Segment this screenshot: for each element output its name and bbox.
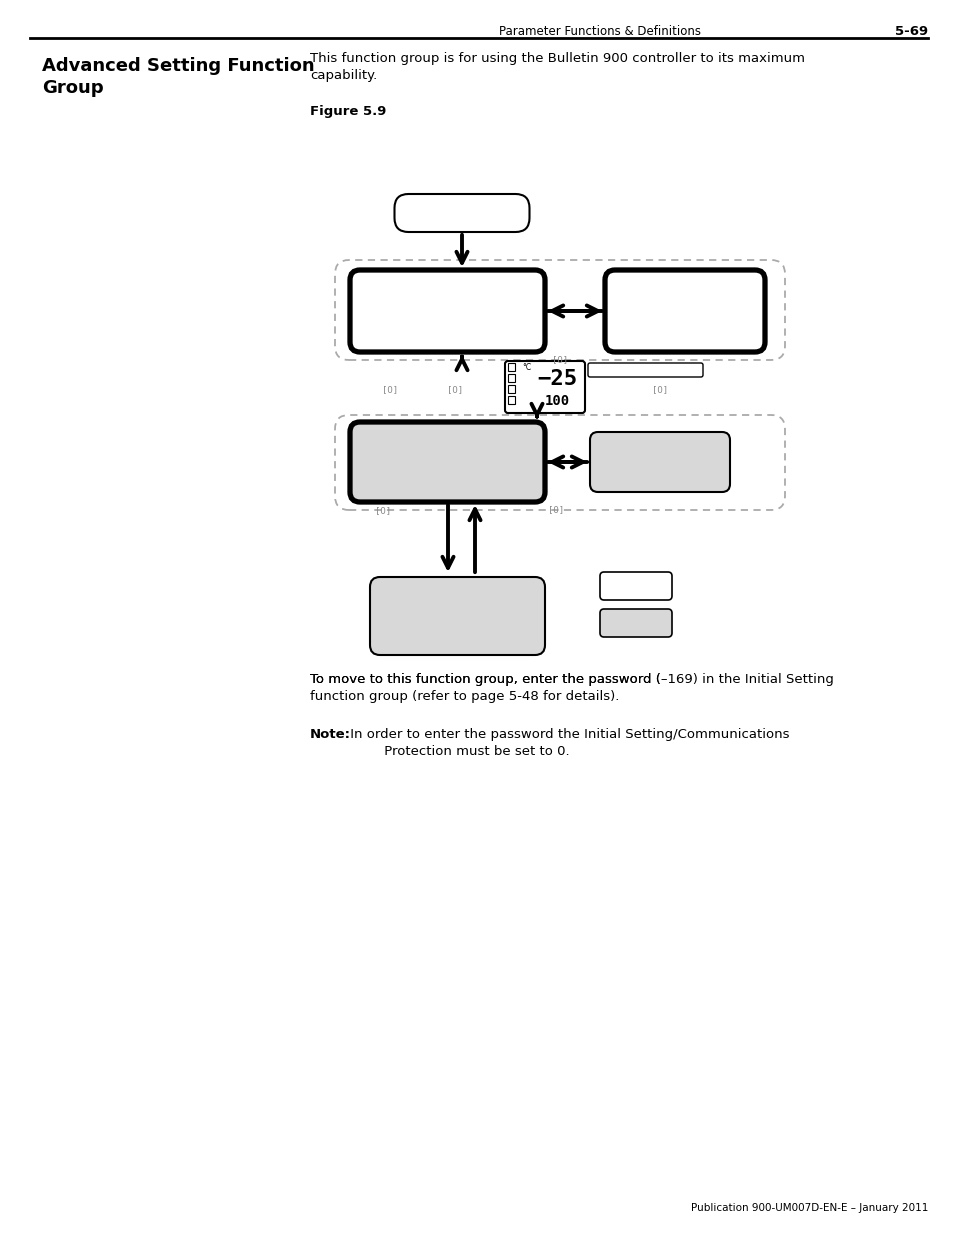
FancyBboxPatch shape: [350, 270, 544, 352]
Text: [O]: [O]: [381, 385, 397, 394]
Text: [O]: [O]: [651, 385, 667, 394]
FancyBboxPatch shape: [350, 422, 544, 501]
Bar: [507, 363, 515, 370]
Bar: [507, 396, 515, 404]
Text: −25: −25: [537, 369, 577, 389]
Bar: [507, 374, 515, 382]
FancyBboxPatch shape: [599, 609, 671, 637]
FancyBboxPatch shape: [370, 577, 544, 655]
FancyBboxPatch shape: [599, 572, 671, 600]
FancyBboxPatch shape: [504, 361, 584, 412]
Text: Figure 5.9: Figure 5.9: [310, 105, 386, 119]
Text: Note:: Note:: [310, 727, 351, 741]
FancyBboxPatch shape: [395, 194, 529, 232]
Text: Advanced Setting Function
Group: Advanced Setting Function Group: [42, 57, 314, 98]
Text: To move to this function group, enter the password (–169) in the Initial Setting: To move to this function group, enter th…: [310, 673, 833, 703]
Text: Parameter Functions & Definitions: Parameter Functions & Definitions: [498, 25, 700, 38]
Text: Publication 900-UM007D-EN-E – January 2011: Publication 900-UM007D-EN-E – January 20…: [690, 1203, 927, 1213]
Text: In order to enter the password the Initial Setting/Communications
         Prote: In order to enter the password the Initi…: [346, 727, 789, 758]
Text: [O]: [O]: [552, 356, 567, 364]
Text: [O]: [O]: [446, 385, 462, 394]
Text: 100: 100: [544, 394, 569, 408]
Text: °C: °C: [521, 363, 531, 372]
Text: 5-69: 5-69: [894, 25, 927, 38]
Text: [O]: [O]: [547, 505, 563, 515]
Bar: [507, 385, 515, 393]
Text: This function group is for using the Bulletin 900 controller to its maximum
capa: This function group is for using the Bul…: [310, 52, 804, 82]
Text: To move to this function group, enter the password (: To move to this function group, enter th…: [310, 673, 660, 685]
FancyBboxPatch shape: [587, 363, 702, 377]
FancyBboxPatch shape: [589, 432, 729, 492]
Text: [O]: [O]: [375, 506, 391, 515]
FancyBboxPatch shape: [604, 270, 764, 352]
